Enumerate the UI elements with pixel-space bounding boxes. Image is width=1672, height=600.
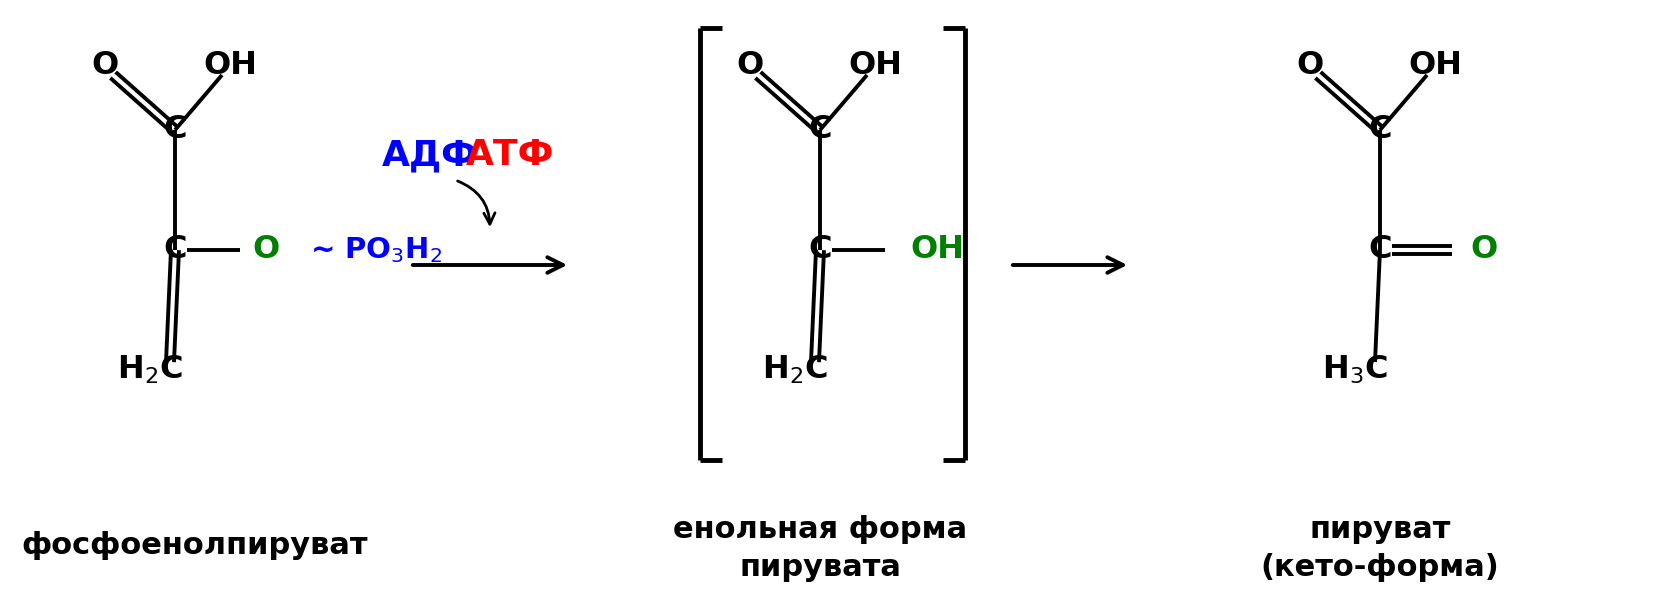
Text: C: C — [164, 235, 187, 265]
Text: OH: OH — [910, 235, 965, 265]
Text: O: O — [252, 235, 279, 265]
Text: фосфоенолпируват: фосфоенолпируват — [22, 530, 368, 559]
Text: OH: OH — [202, 49, 257, 80]
Text: C: C — [808, 235, 831, 265]
Text: C: C — [164, 115, 187, 145]
Text: O: O — [1296, 49, 1324, 80]
Text: ~ PO$_3$H$_2$: ~ PO$_3$H$_2$ — [309, 235, 441, 265]
Text: O: O — [92, 49, 119, 80]
Text: H$_2$C: H$_2$C — [117, 354, 182, 386]
Text: OH: OH — [848, 49, 901, 80]
Text: пируват
(кето-форма): пируват (кето-форма) — [1261, 515, 1500, 582]
Text: O: O — [1470, 235, 1496, 265]
Text: АТФ: АТФ — [466, 138, 553, 172]
Text: C: C — [1368, 235, 1391, 265]
Text: O: O — [736, 49, 764, 80]
Text: H$_2$C: H$_2$C — [762, 354, 828, 386]
Text: C: C — [1368, 115, 1391, 145]
Text: H$_3$C: H$_3$C — [1323, 354, 1388, 386]
Text: АДФ: АДФ — [381, 138, 478, 172]
Text: енольная форма
пирувата: енольная форма пирувата — [672, 515, 966, 582]
Text: OH: OH — [1408, 49, 1461, 80]
Text: C: C — [808, 115, 831, 145]
